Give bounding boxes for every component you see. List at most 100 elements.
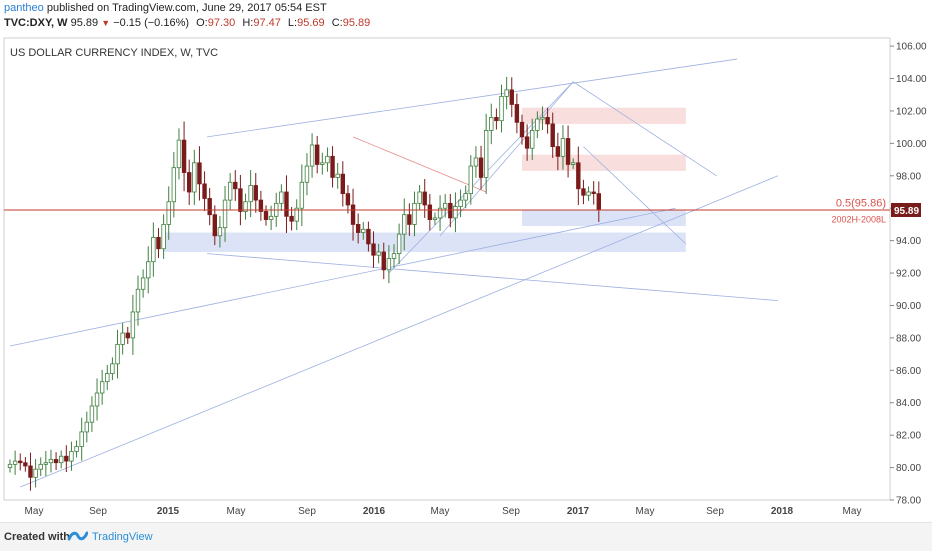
candle: [217, 227, 223, 237]
x-tick-label: May: [25, 506, 44, 517]
candle: [43, 462, 49, 465]
trendline-3: [9, 207, 676, 347]
candle: [350, 204, 356, 225]
candle: [268, 215, 274, 220]
candle: [560, 138, 566, 157]
candle: [309, 144, 315, 167]
x-tick-label: 2015: [157, 506, 180, 517]
candle: [120, 332, 125, 345]
y-tick-label: 100.00: [896, 139, 927, 150]
author-link[interactable]: pantheo: [4, 2, 44, 14]
candle: [535, 118, 540, 131]
y-tick-label: 102.00: [896, 106, 927, 117]
candle: [581, 188, 586, 196]
candle: [110, 363, 115, 374]
down-arrow-icon: ▼: [101, 18, 111, 28]
close-label: C:: [331, 17, 343, 29]
x-tick-label: Sep: [298, 506, 316, 517]
zone-label: 2002H-2008L: [831, 214, 886, 224]
candle: [69, 450, 74, 462]
candle: [427, 204, 433, 220]
candle: [28, 465, 33, 478]
candle: [186, 172, 192, 193]
candle: [181, 139, 187, 173]
candle: [586, 191, 591, 196]
candle: [7, 463, 13, 468]
candle: [12, 460, 18, 465]
candle: [555, 146, 561, 157]
x-tick-label: Sep: [706, 506, 724, 517]
candle: [478, 157, 484, 178]
candle: [453, 206, 458, 219]
candle: [156, 236, 161, 250]
candle: [94, 392, 100, 407]
candle: [284, 191, 289, 217]
footer-bar: Created with TradingView: [0, 522, 932, 551]
candle: [407, 214, 412, 225]
candle: [222, 199, 228, 229]
candle: [540, 117, 545, 120]
last-value: 95.89: [70, 17, 99, 29]
candle: [263, 211, 269, 220]
publish-info: published on TradingView.com, June 29, 2…: [46, 2, 327, 14]
candle: [376, 251, 381, 256]
candle: [386, 258, 392, 271]
x-tick-label: May: [227, 506, 246, 517]
support-zone-3: [163, 232, 686, 252]
candle: [48, 459, 54, 464]
candle: [371, 243, 376, 256]
candle: [38, 463, 43, 470]
candle: [238, 188, 243, 212]
tradingview-link[interactable]: TradingView: [92, 531, 153, 543]
high-label: H:: [242, 17, 254, 29]
x-tick-label: May: [636, 506, 655, 517]
resistance-zone-1: [522, 154, 686, 171]
open-label: O:: [196, 17, 208, 29]
candle: [320, 162, 325, 165]
candle: [79, 431, 84, 447]
candle: [442, 202, 448, 209]
y-tick-label: 88.00: [896, 333, 921, 344]
candle: [489, 117, 494, 131]
candle: [530, 129, 535, 149]
candle: [509, 89, 514, 105]
candle: [591, 191, 596, 195]
candle: [140, 277, 146, 290]
candle: [289, 215, 294, 222]
candle: [197, 162, 202, 185]
trendline-4: [572, 81, 717, 177]
low-label: L:: [287, 17, 298, 29]
candle: [279, 191, 284, 204]
open-value: 97.30: [207, 17, 236, 29]
candle: [33, 468, 38, 478]
candle: [115, 343, 120, 365]
y-tick-label: 98.00: [896, 171, 921, 182]
publish-line: pantheo published on TradingView.com, Ju…: [4, 2, 327, 14]
candle: [233, 181, 238, 190]
created-with-label: Created with: [4, 531, 71, 543]
y-tick-label: 104.00: [896, 74, 927, 85]
candle: [345, 193, 351, 206]
candle: [99, 381, 105, 394]
candle: [519, 121, 525, 138]
candle: [161, 224, 166, 250]
price-chart[interactable]: 106.00104.00102.00100.0098.0096.0094.009…: [0, 0, 932, 520]
y-tick-label: 80.00: [896, 463, 921, 474]
candle: [499, 95, 504, 122]
candle: [545, 117, 550, 125]
candle: [207, 198, 212, 216]
candle: [571, 162, 576, 165]
candle: [151, 236, 156, 263]
candle: [417, 191, 422, 204]
candle: [304, 165, 310, 183]
candle: [355, 224, 361, 233]
candle: [422, 191, 427, 206]
chart-title: US DOLLAR CURRENCY INDEX, W, TVC: [10, 47, 218, 59]
candle: [192, 162, 197, 193]
x-tick-label: Sep: [502, 506, 520, 517]
y-tick-label: 92.00: [896, 269, 921, 280]
candle: [176, 139, 182, 169]
candle: [53, 459, 59, 464]
y-tick-label: 94.00: [896, 236, 921, 247]
candle: [340, 173, 345, 195]
